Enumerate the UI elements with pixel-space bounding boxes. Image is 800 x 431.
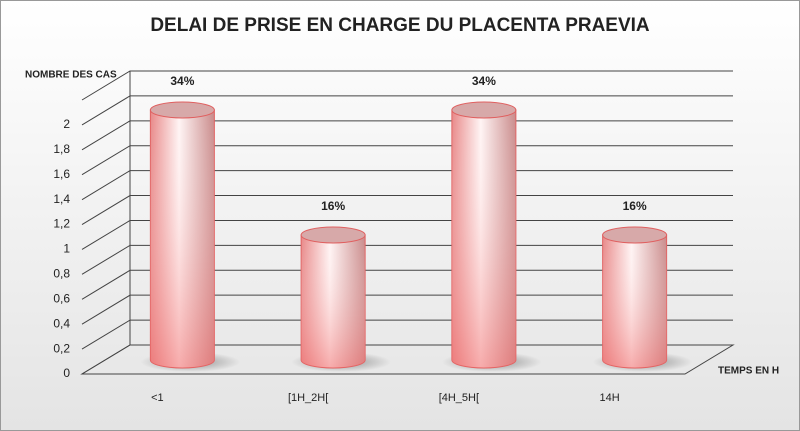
y-tick-label: 2: [63, 117, 70, 131]
y-tick-label: 0,6: [53, 291, 70, 305]
y-tick-label: 1,2: [53, 217, 70, 231]
annotation: 16%: [321, 199, 345, 213]
y-axis-label: NOMBRE DES CAS: [25, 70, 117, 81]
grid-line: [81, 294, 733, 325]
bar-top: [149, 101, 215, 119]
y-tick-label: 1,8: [53, 142, 70, 156]
grid-line: [81, 170, 733, 201]
grid-top: [81, 70, 733, 101]
grid-line: [81, 195, 733, 225]
bar-tint: [451, 110, 516, 368]
grid-line: [81, 269, 733, 300]
grid-line: [81, 145, 733, 176]
grid-line: [81, 319, 733, 350]
grid-line: [81, 219, 733, 250]
chart-title: DELAI DE PRISE EN CHARGE DU PLACENTA PRA…: [150, 15, 650, 36]
grid-line: [81, 244, 733, 275]
annotation: 16%: [623, 199, 647, 213]
y-tick-label: 0,4: [53, 316, 70, 330]
y-tick-label: 0: [63, 366, 70, 380]
bar-tint: [602, 235, 667, 368]
y-tick-label: 1,6: [53, 167, 70, 181]
annotation: 34%: [170, 74, 194, 88]
y-tick-label: 0,8: [53, 267, 70, 281]
bar-tint: [301, 235, 366, 368]
annotation: 34%: [472, 74, 496, 88]
bar-top: [602, 226, 668, 244]
bar-top: [451, 101, 517, 119]
grid-line: [81, 344, 733, 375]
x-tick-label: <1: [151, 392, 164, 404]
bar-tint: [150, 110, 215, 368]
x-tick-label: [1H_2H[: [288, 392, 328, 404]
bar-top: [300, 226, 366, 244]
y-tick-label: 1: [63, 242, 70, 256]
x-tick-label: [4H_5H[: [439, 392, 479, 404]
grid-line: [81, 95, 733, 126]
y-tick-label: 1,4: [53, 192, 70, 206]
grid-line: [81, 120, 733, 151]
x-tick-label: 14H: [600, 392, 620, 404]
x-axis-label: TEMPS EN H: [718, 366, 779, 377]
y-tick-label: 0,2: [53, 341, 70, 355]
